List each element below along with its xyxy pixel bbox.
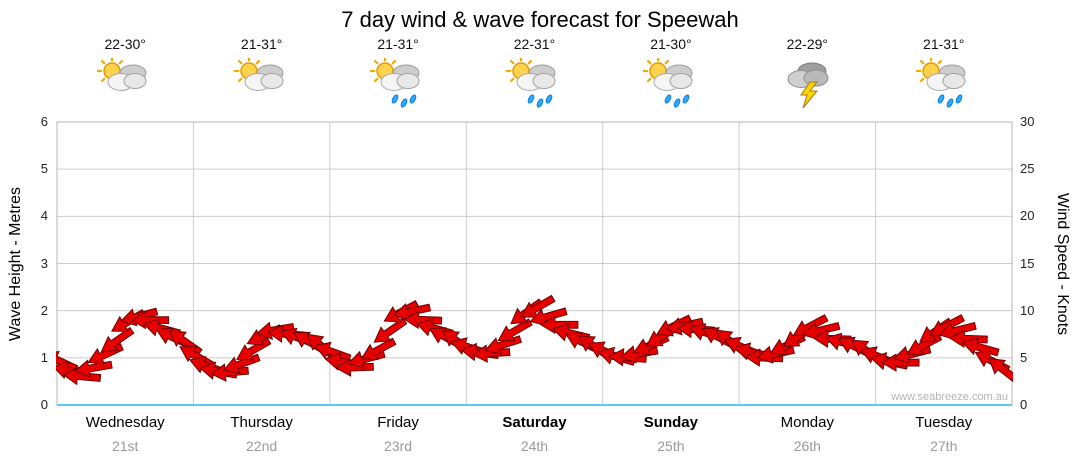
- right-axis-tick-15: 15: [1020, 255, 1035, 271]
- day-date: 22nd: [246, 438, 278, 454]
- wind-barb: [335, 358, 374, 377]
- weather-icon-showers: [642, 56, 699, 115]
- wind-barb: [988, 357, 1013, 385]
- day-temp-range: 22-31°: [513, 36, 556, 52]
- day-column-friday: 21-31°: [330, 36, 466, 115]
- left-axis-tick-4: 4: [40, 208, 48, 224]
- chart-title: 7 day wind & wave forecast for Speewah: [341, 7, 739, 32]
- wind-barb: [520, 294, 556, 318]
- left-axis-tick-1: 1: [40, 349, 48, 365]
- day-column-tuesday: 21-31°: [876, 36, 1012, 115]
- wind-barb: [392, 303, 432, 322]
- day-name: Friday: [377, 414, 419, 431]
- day-temp-range: 21-31°: [240, 36, 283, 52]
- weather-icon-showers: [370, 56, 426, 115]
- wind-barb: [313, 341, 352, 363]
- weather-icon-showers: [915, 56, 972, 115]
- day-label-monday: Monday 26th: [739, 414, 875, 454]
- day-column-wednesday: 22-30°: [57, 36, 193, 115]
- day-date: 21st: [111, 438, 139, 454]
- day-label-tuesday: Tuesday 27th: [876, 414, 1012, 454]
- day-name: Monday: [780, 414, 834, 431]
- day-headers-row: 22-30° 21-31° 21-31° 22-31° 21-30° 22-29° 21-3…: [57, 36, 1012, 115]
- day-date: 24th: [520, 438, 549, 454]
- day-temp-range: 22-29°: [786, 36, 829, 52]
- day-label-saturday: Saturday 24th: [466, 414, 602, 454]
- day-date: 23rd: [384, 438, 413, 454]
- day-temp-range: 22-30°: [104, 36, 146, 52]
- right-axis-tick-30: 30: [1020, 114, 1035, 129]
- weather-icon-partly-cloudy: [97, 56, 153, 115]
- day-column-monday: 22-29°: [739, 36, 875, 115]
- day-date: 25th: [657, 438, 685, 454]
- left-axis-tick-2: 2: [40, 302, 48, 318]
- day-labels-row: Wednesday 21st Thursday 22nd Friday 23rd Satur…: [57, 414, 1012, 454]
- weather-icon-storm: [779, 58, 835, 115]
- day-column-thursday: 21-31°: [193, 36, 329, 115]
- right-axis-tick-0: 0: [1020, 397, 1028, 412]
- right-axis-tick-25: 25: [1020, 161, 1035, 177]
- day-label-sunday: Sunday 25th: [603, 414, 739, 454]
- right-axis-tick-10: 10: [1020, 302, 1035, 318]
- day-name: Thursday: [230, 414, 293, 431]
- day-label-wednesday: Wednesday 21st: [57, 414, 193, 454]
- weather-icon-partly-cloudy: [233, 56, 290, 115]
- day-name: Wednesday: [85, 414, 165, 431]
- day-temp-range: 21-30°: [650, 36, 692, 52]
- wind-barb: [881, 353, 920, 372]
- wind-barb: [529, 307, 568, 327]
- wind-barbs: [56, 294, 1013, 386]
- watermark: www.seabreeze.com.au: [891, 391, 1008, 403]
- day-column-saturday: 22-31°: [466, 36, 602, 115]
- day-column-sunday: 21-30°: [603, 36, 739, 115]
- left-axis-tick-6: 6: [40, 114, 48, 129]
- left-axis-tick-3: 3: [40, 255, 48, 271]
- left-axis-tick-5: 5: [40, 161, 48, 177]
- day-temp-range: 21-31°: [923, 36, 965, 52]
- day-name: Tuesday: [915, 414, 973, 431]
- day-name: Saturday: [502, 414, 567, 431]
- right-axis-tick-5: 5: [1020, 349, 1028, 365]
- day-temp-range: 21-31°: [377, 36, 419, 52]
- day-label-friday: Friday 23rd: [330, 414, 466, 454]
- day-date: 27th: [930, 438, 958, 454]
- right-axis-tick-20: 20: [1020, 208, 1035, 224]
- left-axis-tick-0: 0: [40, 397, 48, 412]
- wind-barb: [62, 366, 102, 386]
- day-date: 26th: [793, 438, 821, 454]
- day-label-thursday: Thursday 22nd: [193, 414, 329, 454]
- wind-barb: [74, 359, 113, 378]
- day-name: Sunday: [643, 414, 698, 431]
